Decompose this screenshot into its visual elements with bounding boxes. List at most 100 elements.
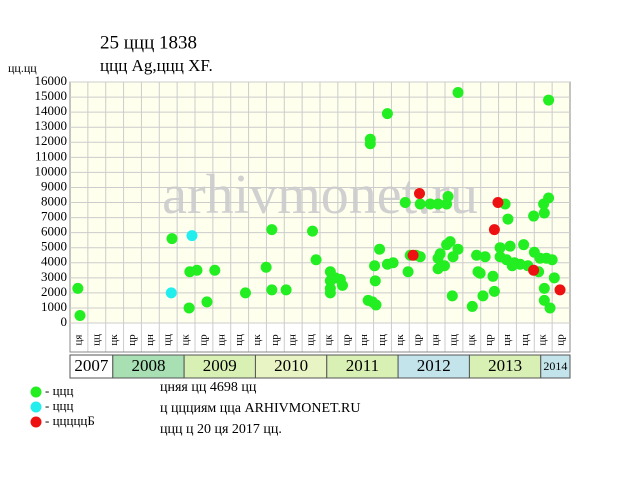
year-label: 2008 xyxy=(131,356,165,375)
data-point xyxy=(546,254,558,266)
y-tick-label: 10000 xyxy=(35,163,68,178)
footer-note: ццц ц 20 ця 2017 цц. xyxy=(160,422,282,437)
x-sub-label: цц xyxy=(519,334,531,346)
data-point xyxy=(336,279,348,291)
data-point xyxy=(438,260,450,272)
x-sub-label: цк xyxy=(180,334,192,346)
y-tick-label: 13000 xyxy=(35,118,68,133)
data-point xyxy=(370,299,382,311)
data-point xyxy=(209,264,221,276)
x-sub-label: цц xyxy=(447,334,459,346)
legend-marker xyxy=(30,416,42,428)
data-point xyxy=(260,261,272,273)
data-point xyxy=(402,266,414,278)
data-point xyxy=(502,213,514,225)
footer-note: цняя цц 4698 цц xyxy=(160,380,257,395)
x-sub-label: цр xyxy=(412,334,424,346)
legend-label: - ццц xyxy=(45,383,73,398)
data-point xyxy=(466,300,478,312)
data-point xyxy=(165,287,177,299)
data-point xyxy=(554,284,566,296)
data-point xyxy=(374,243,386,255)
x-sub-label: цр xyxy=(197,334,209,346)
data-point xyxy=(474,267,486,279)
x-sub-label: цц xyxy=(162,334,174,346)
x-sub-label: цн xyxy=(358,334,370,346)
x-sub-label: цр xyxy=(555,334,567,346)
data-point xyxy=(307,225,319,237)
data-point xyxy=(504,240,516,252)
x-sub-label: цр xyxy=(483,334,495,346)
year-label: 2013 xyxy=(488,356,522,375)
x-sub-label: цн xyxy=(144,334,156,346)
x-sub-label: цц xyxy=(90,334,102,346)
data-point xyxy=(399,197,411,208)
data-point xyxy=(266,224,278,236)
data-point xyxy=(414,198,426,210)
data-point xyxy=(387,257,399,269)
chart-title: 25 ццц 1838 xyxy=(100,32,197,53)
data-point xyxy=(201,296,213,308)
data-point xyxy=(543,192,555,204)
data-point xyxy=(538,294,550,306)
data-point xyxy=(488,224,500,236)
y-tick-label: 9000 xyxy=(41,178,67,193)
y-tick-label: 12000 xyxy=(35,133,68,148)
x-sub-label: цк xyxy=(465,334,477,346)
y-tick-label: 14000 xyxy=(35,103,68,118)
x-sub-label: цк xyxy=(322,334,334,346)
data-point xyxy=(432,252,444,264)
data-point xyxy=(186,230,198,242)
y-tick-label: 8000 xyxy=(41,193,67,208)
x-sub-label: цр xyxy=(340,334,352,346)
data-point xyxy=(407,249,419,261)
year-label: 2010 xyxy=(274,356,308,375)
footer-note: ц ццциям цца ARHIVMONET.RU xyxy=(160,401,360,416)
data-point xyxy=(266,284,278,296)
data-point xyxy=(487,270,499,282)
data-point xyxy=(381,108,393,120)
x-sub-label: цц xyxy=(305,334,317,346)
x-sub-label: цн xyxy=(215,334,227,346)
data-point xyxy=(446,290,458,302)
year-label: 2012 xyxy=(417,356,451,375)
y-axis-label: цц.цц xyxy=(8,61,37,75)
x-sub-label: цц xyxy=(376,334,388,346)
data-point xyxy=(369,275,381,287)
legend-marker xyxy=(30,401,42,413)
data-point xyxy=(74,309,86,321)
data-point xyxy=(432,198,444,210)
y-tick-label: 6000 xyxy=(41,224,67,239)
x-sub-label: цк xyxy=(251,334,263,346)
legend-label: - цццццБ xyxy=(45,413,95,428)
data-point xyxy=(444,236,456,248)
data-point xyxy=(544,302,556,314)
data-point xyxy=(166,233,178,245)
data-point xyxy=(183,302,195,314)
x-sub-label: цн xyxy=(501,334,513,346)
data-point xyxy=(494,242,506,254)
legend-marker xyxy=(30,386,42,398)
y-tick-label: 4000 xyxy=(41,254,67,269)
y-tick-label: 11000 xyxy=(35,148,67,163)
data-point xyxy=(543,94,555,106)
data-point xyxy=(72,282,84,294)
data-point xyxy=(538,207,550,219)
data-point xyxy=(477,290,489,302)
year-band xyxy=(540,354,571,379)
data-point xyxy=(280,284,292,296)
data-point xyxy=(239,287,251,299)
data-point xyxy=(452,243,464,255)
y-tick-label: 2000 xyxy=(41,284,67,299)
y-tick-label: 15000 xyxy=(35,88,68,103)
x-sub-label: цн xyxy=(430,334,442,346)
data-point xyxy=(548,272,560,284)
x-sub-label: ця xyxy=(72,335,84,346)
data-point xyxy=(518,239,530,251)
data-point xyxy=(471,249,483,261)
x-sub-label: цк xyxy=(394,334,406,346)
x-sub-label: цк xyxy=(108,334,120,346)
data-point xyxy=(369,260,381,272)
y-tick-label: 1000 xyxy=(41,299,67,314)
y-tick-label: 3000 xyxy=(41,269,67,284)
